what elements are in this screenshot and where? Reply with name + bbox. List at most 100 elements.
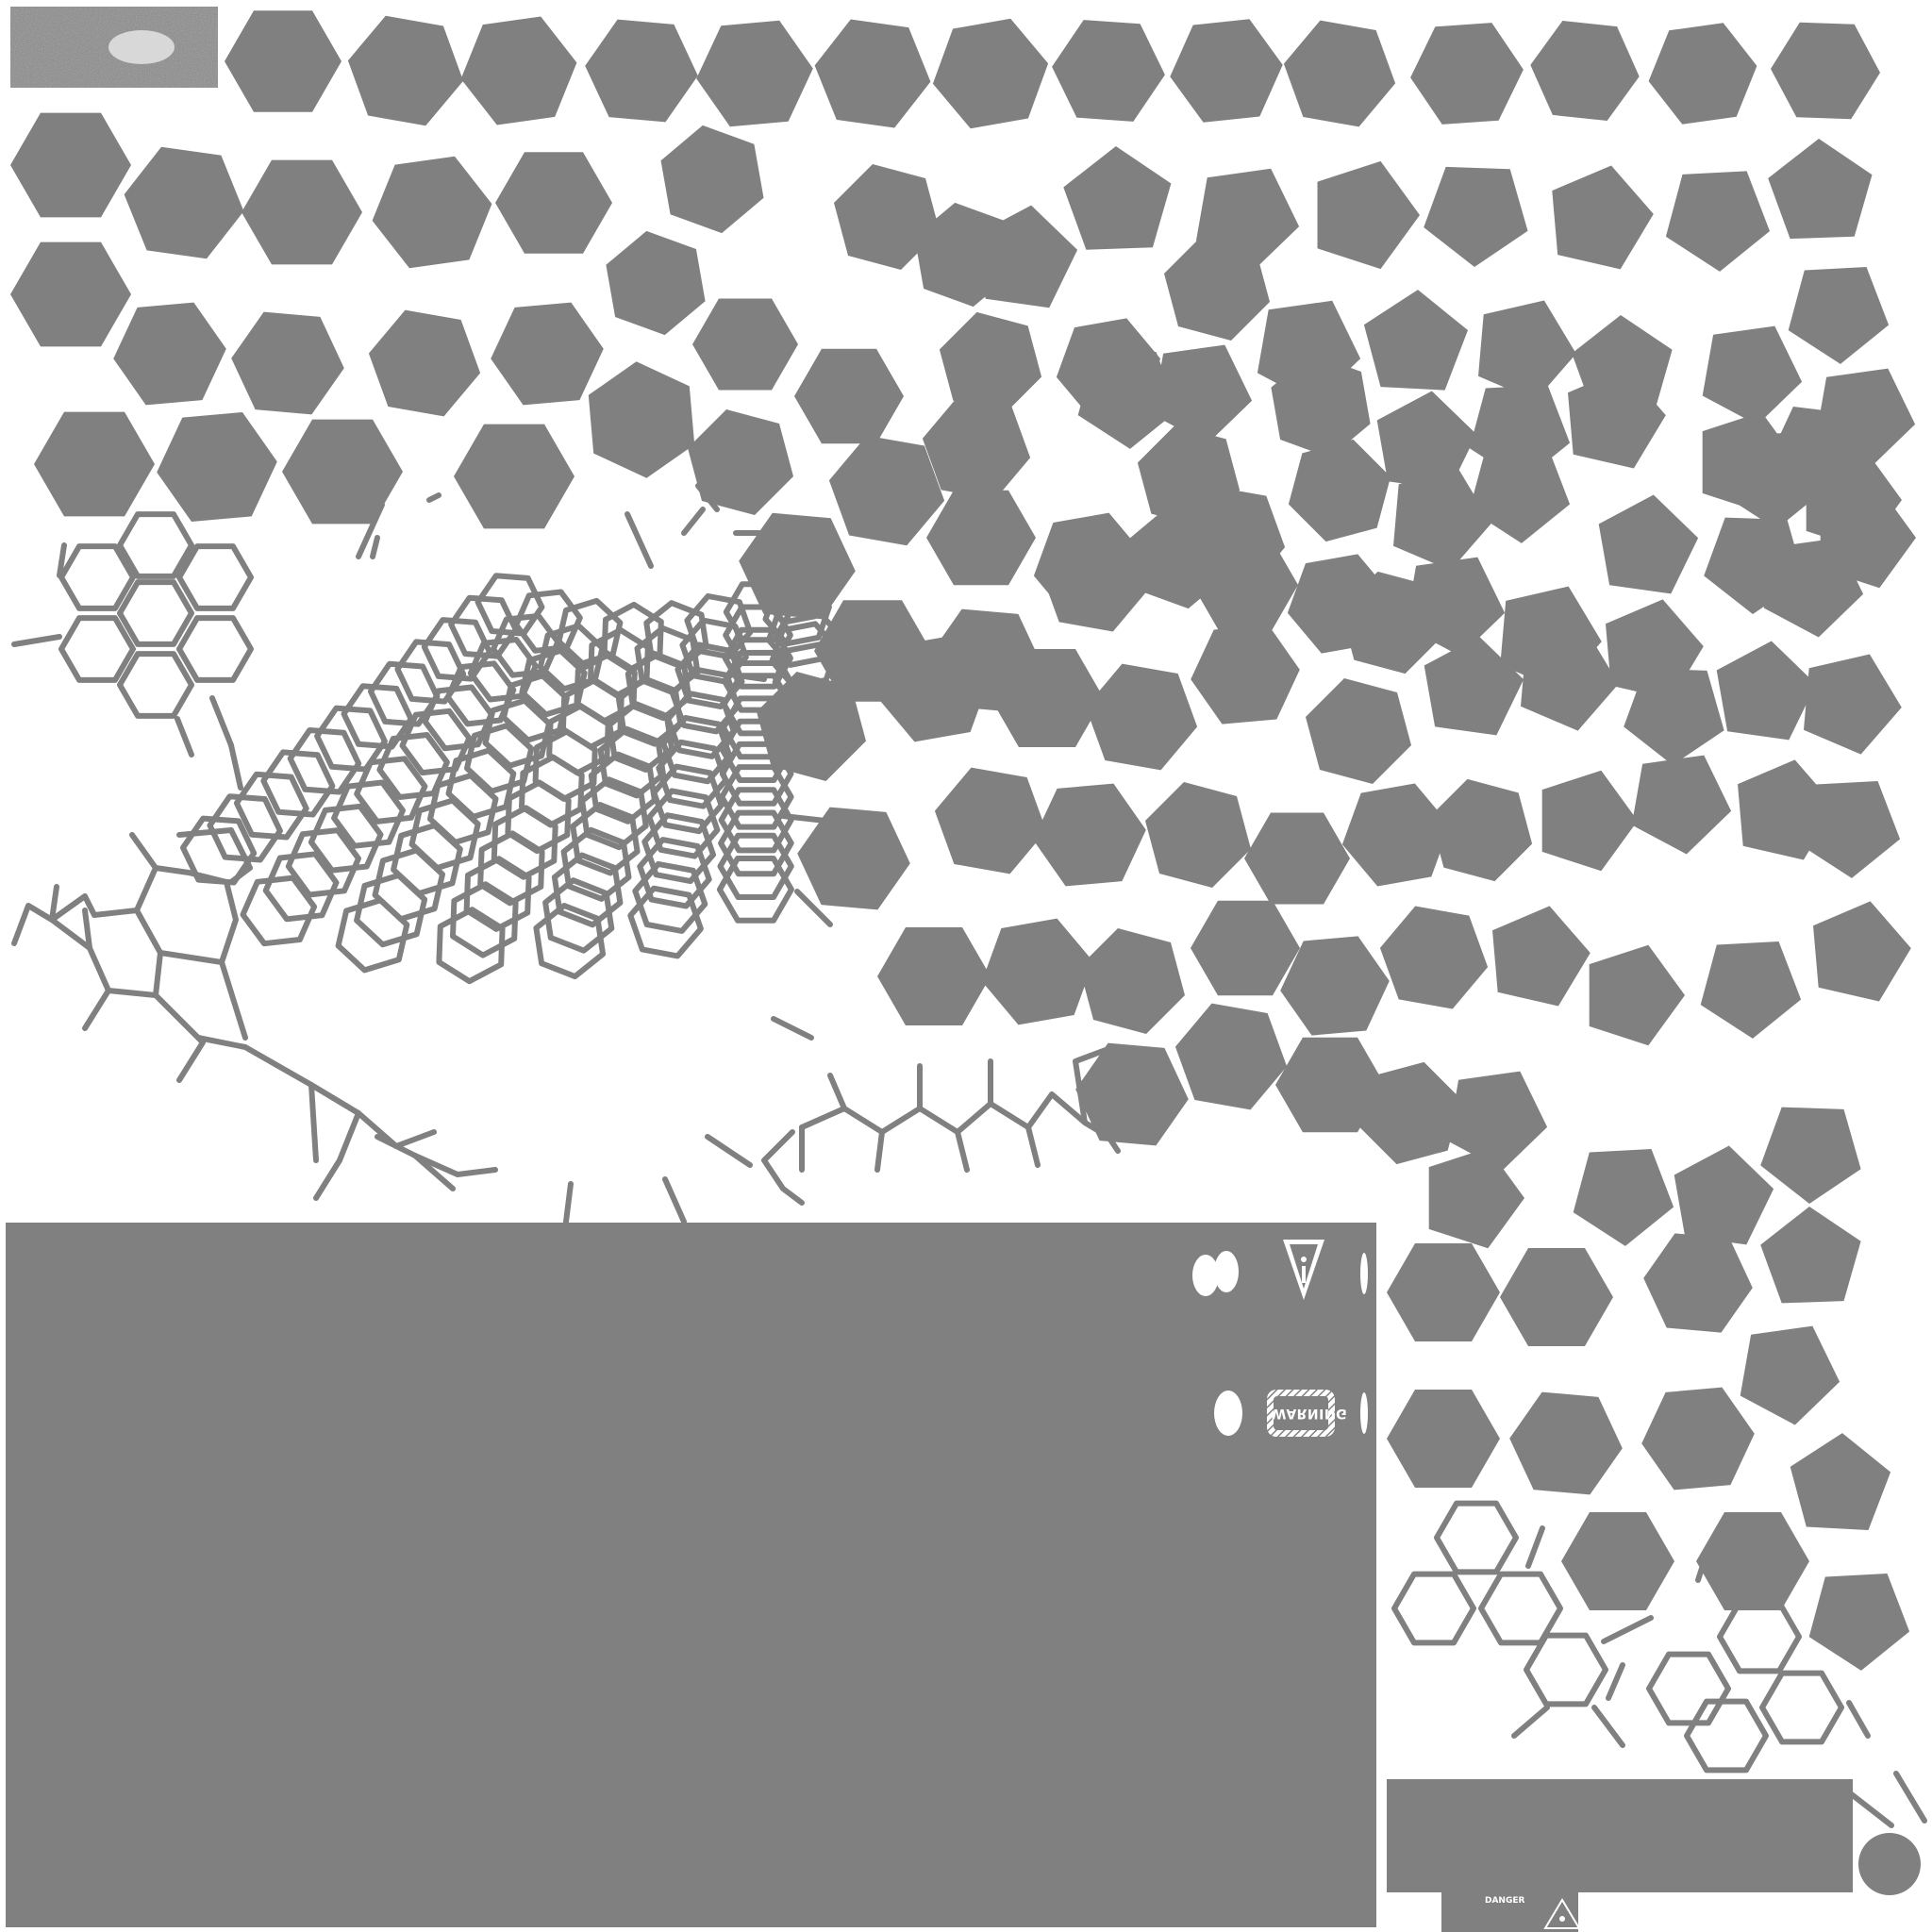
pentagon-piece (1702, 325, 1803, 425)
ring-outline (546, 703, 611, 776)
hexagon-piece (491, 302, 604, 406)
pentagon-piece (1521, 630, 1619, 731)
pentagon-piece (1724, 432, 1825, 529)
ring-outline (450, 881, 519, 958)
ring-outline (646, 788, 721, 859)
main-panel (6, 1223, 1376, 1927)
hexagon-piece (588, 361, 695, 478)
ring-outline (331, 779, 406, 849)
hexagon-piece (794, 348, 904, 444)
hexagon-piece (225, 10, 341, 112)
hexagon-piece (1191, 625, 1300, 724)
ring-outline (475, 573, 545, 637)
ring-outline (176, 615, 254, 683)
hexagon-piece (1191, 900, 1300, 996)
ring-outline (718, 809, 794, 877)
polygon-pieces (10, 10, 1916, 1671)
ring-outline (717, 832, 794, 900)
ring-outline (335, 897, 410, 974)
hexagon-piece (606, 230, 706, 336)
hexagon-piece (10, 112, 131, 218)
pentagon-piece (1552, 165, 1654, 270)
ring-outline (637, 837, 712, 909)
hexagon-piece (934, 767, 1047, 874)
pentagon-piece (1820, 487, 1916, 589)
hexagon-piece (939, 311, 1042, 415)
hexagon-piece (932, 18, 1049, 129)
pentagon-piece (1760, 1207, 1861, 1304)
danger-triangle-icon (1543, 1898, 1581, 1929)
ring-outline (372, 847, 445, 923)
ring-outline (117, 511, 194, 579)
ring-outline (772, 641, 844, 710)
ring-outline (436, 907, 506, 985)
pentagon-piece (1808, 1574, 1910, 1671)
ring-outline (1434, 1500, 1519, 1575)
ring-outline (58, 615, 136, 683)
hexagon-piece (1040, 528, 1149, 632)
ring-outline (408, 797, 481, 871)
hexagon-piece (877, 927, 991, 1025)
hexagon-piece (1145, 782, 1251, 888)
hexagon-piece (124, 146, 244, 259)
hexagon-piece (1379, 906, 1489, 1009)
pentagon-piece (1447, 1071, 1548, 1171)
pentagon-piece (1152, 344, 1253, 444)
molecule-wire-mesh (180, 483, 844, 1224)
panel-slot (1360, 1392, 1368, 1434)
ring-outline (421, 617, 492, 682)
warning-sign-icon (1267, 1390, 1335, 1437)
hexagon-piece (242, 159, 362, 265)
hexagon-piece (1648, 23, 1757, 125)
hexagon-piece (877, 635, 991, 742)
pentagon-piece (1478, 300, 1576, 401)
info-triangle-icon (1283, 1240, 1324, 1300)
ring-outline (260, 749, 336, 818)
hexagon-piece (991, 649, 1104, 747)
pentagon-piece (1760, 1107, 1861, 1204)
hexagon-piece (828, 435, 945, 546)
ring-outline (769, 621, 841, 690)
hexagon-piece (1275, 1037, 1385, 1133)
ring-outline (444, 660, 517, 727)
ring-outline (394, 639, 467, 705)
hexagon-piece (814, 19, 931, 128)
hexagon-piece (696, 20, 813, 127)
ring-outline (716, 856, 794, 924)
ring-outline (445, 747, 517, 820)
hexagon-piece (1643, 1233, 1753, 1333)
hexagon-piece (1696, 1512, 1809, 1610)
pentagon-piece (1393, 470, 1491, 571)
molecule-wire-chain (761, 1044, 1130, 1206)
hexagon-piece (1192, 539, 1298, 631)
hexagon-piece (454, 424, 575, 529)
pentagon-piece (1424, 636, 1524, 736)
ring-outline (58, 543, 136, 611)
hexagon-piece (1387, 1390, 1500, 1488)
panel-hole (1214, 1391, 1242, 1436)
ring-outline (308, 803, 384, 874)
hexagon-piece (372, 156, 492, 269)
ring-outline (720, 695, 794, 760)
hexagon-piece (1075, 1042, 1189, 1146)
hexagon-piece (1170, 19, 1283, 123)
hexagon-piece (282, 419, 403, 525)
ring-outline (1646, 1651, 1731, 1726)
pentagon-piece (1716, 641, 1817, 741)
hexagon-piece (1641, 1387, 1755, 1491)
ring-outline (448, 594, 519, 659)
ring-outline (720, 718, 794, 783)
ring-outline (422, 684, 494, 752)
ring-outline (176, 543, 254, 611)
ring-outline (632, 860, 708, 934)
hexagon-piece (1530, 21, 1640, 121)
ring-outline (1524, 1632, 1608, 1707)
pentagon-piece (1788, 267, 1890, 364)
hexagon-piece (660, 125, 764, 234)
ring-outline (722, 649, 794, 713)
pentagon-piece (1631, 755, 1732, 855)
pentagon-piece (1790, 1433, 1891, 1530)
hexagon-piece (347, 15, 464, 126)
hexagon-piece (692, 298, 798, 391)
